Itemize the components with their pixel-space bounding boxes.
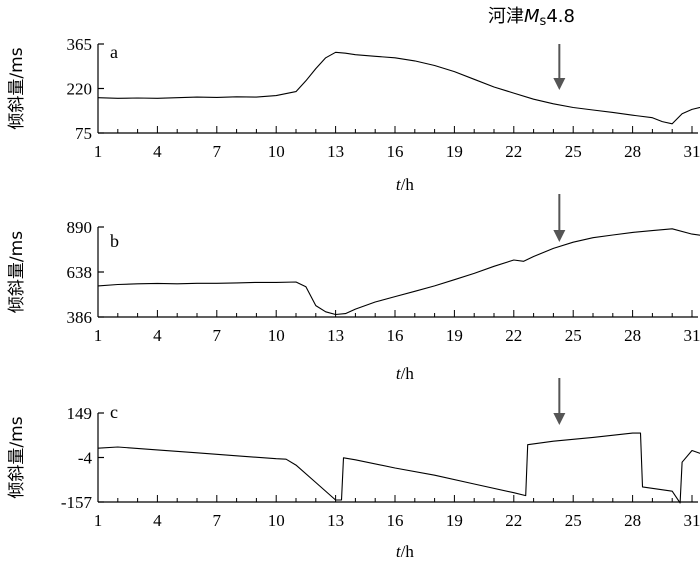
event-location: 河津 — [488, 6, 524, 27]
x-tick-label: 16 — [387, 511, 404, 530]
x-tick-label: 22 — [505, 142, 522, 161]
event-magnitude-subscript: s — [540, 14, 547, 29]
series-line — [97, 51, 700, 125]
event-arrow-head — [553, 413, 566, 425]
x-tick-label: 4 — [153, 511, 162, 530]
x-axis-variable: t — [396, 364, 402, 383]
x-tick-label: 1 — [94, 142, 103, 161]
x-tick-label: 28 — [624, 326, 641, 345]
x-tick-label: 22 — [505, 326, 522, 345]
x-tick-label: 10 — [268, 326, 285, 345]
x-tick-label: 4 — [153, 326, 162, 345]
x-axis-label: t/h — [396, 542, 414, 561]
x-tick-label: 16 — [387, 326, 404, 345]
x-tick-label: 25 — [565, 142, 582, 161]
panel-letter-a: a — [110, 42, 118, 62]
x-tick-label: 28 — [624, 511, 641, 530]
x-tick-label: 22 — [505, 511, 522, 530]
x-axis-unit: /h — [401, 542, 415, 561]
x-tick-label: 31 — [684, 142, 700, 161]
x-tick-label: 10 — [268, 511, 285, 530]
x-tick-label: 19 — [446, 326, 463, 345]
x-tick-label: 1 — [94, 326, 103, 345]
panel-letter-b: b — [110, 231, 119, 251]
x-axis-label: t/h — [396, 364, 414, 383]
x-tick-label: 19 — [446, 142, 463, 161]
x-tick-label: 31 — [684, 326, 700, 345]
x-tick-label: 7 — [213, 142, 222, 161]
y-tick-label: 149 — [67, 404, 93, 423]
x-tick-label: 31 — [684, 511, 700, 530]
y-axis-label: 倾斜量/ms — [7, 47, 27, 129]
x-tick-label: 13 — [327, 142, 344, 161]
x-tick-label: 10 — [268, 142, 285, 161]
x-tick-label: 25 — [565, 326, 582, 345]
y-tick-label: 365 — [67, 35, 93, 54]
x-axis-unit: /h — [401, 175, 415, 194]
event-magnitude-value: 4.8 — [546, 6, 575, 27]
x-tick-label: 7 — [213, 326, 222, 345]
y-tick-label: 890 — [67, 218, 93, 237]
x-tick-label: 28 — [624, 142, 641, 161]
x-axis-variable: t — [396, 175, 402, 194]
y-axis-label: 倾斜量/ms — [7, 416, 27, 498]
event-arrow-head — [553, 230, 566, 242]
panel-letter-c: c — [110, 402, 118, 422]
x-tick-label: 7 — [213, 511, 222, 530]
event-magnitude-symbol: M — [524, 6, 540, 27]
x-tick-label: 1 — [94, 511, 103, 530]
x-axis-label: t/h — [396, 175, 414, 194]
y-tick-label: 75 — [75, 124, 92, 143]
y-tick-label: -157 — [61, 493, 93, 512]
y-tick-label: 386 — [67, 308, 93, 327]
y-tick-label: 638 — [67, 263, 93, 282]
x-tick-label: 16 — [387, 142, 404, 161]
x-tick-label: 4 — [153, 142, 162, 161]
x-axis-variable: t — [396, 542, 402, 561]
x-tick-label: 19 — [446, 511, 463, 530]
x-axis-unit: /h — [401, 364, 415, 383]
y-tick-label: -4 — [78, 449, 93, 468]
series-line — [97, 228, 700, 316]
event-label: 河津Ms4.8 — [488, 6, 575, 29]
y-axis-label: 倾斜量/ms — [7, 231, 27, 313]
event-arrow-head — [553, 78, 566, 90]
panel-a: a 365 220 751 4 7 10 13 16 19 22 25 28 31 t/h 倾斜量/ms — [7, 35, 700, 194]
y-tick-label: 220 — [67, 80, 93, 99]
series-line — [97, 432, 700, 504]
x-tick-label: 13 — [327, 511, 344, 530]
x-tick-label: 25 — [565, 511, 582, 530]
x-tick-label: 13 — [327, 326, 344, 345]
